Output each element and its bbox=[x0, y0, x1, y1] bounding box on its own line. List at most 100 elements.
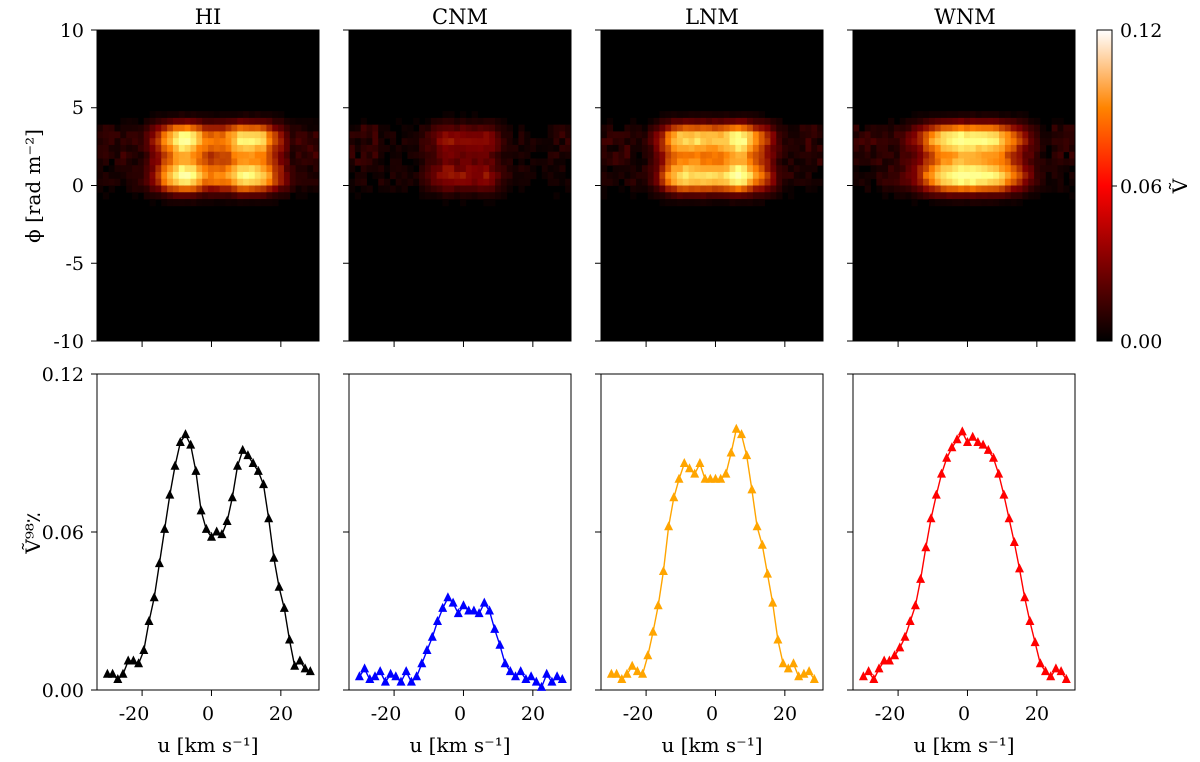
heatmap-cell bbox=[928, 192, 936, 200]
heatmap-cell bbox=[706, 192, 713, 200]
heatmap-cell bbox=[126, 124, 133, 132]
heatmap-cell bbox=[178, 124, 186, 132]
heatmap-cell bbox=[354, 171, 362, 180]
heatmap-cell bbox=[864, 178, 871, 186]
heatmap-cell bbox=[700, 199, 707, 207]
heatmap-cell bbox=[700, 111, 707, 119]
heatmap-cell bbox=[682, 199, 690, 207]
heatmap-cell bbox=[805, 151, 812, 159]
heatmap-cell bbox=[706, 124, 713, 132]
colorbar-label: Ṽ bbox=[1168, 178, 1192, 194]
heatmap-cell bbox=[987, 178, 994, 186]
heatmap-cell bbox=[489, 131, 496, 139]
heatmap-cell bbox=[917, 144, 924, 153]
xtick-labels-lnm: -20 0 20 bbox=[623, 703, 797, 725]
heatmap-cell bbox=[172, 151, 180, 159]
heatmap-cell bbox=[184, 185, 191, 193]
heatmap-cell bbox=[864, 131, 871, 139]
heatmap-cell bbox=[248, 144, 256, 153]
heatmap-cell bbox=[208, 111, 215, 119]
heatmap-cell bbox=[946, 138, 953, 146]
heatmap-cell bbox=[776, 171, 783, 180]
heatmap-cell bbox=[776, 185, 783, 193]
heatmap-cell bbox=[729, 138, 736, 146]
heatmap-cell bbox=[108, 144, 115, 153]
heatmap-cell bbox=[712, 151, 719, 159]
data-point bbox=[978, 439, 988, 449]
heatmap-cell bbox=[483, 199, 490, 207]
heatmap-cells bbox=[97, 111, 320, 207]
heatmap-cell bbox=[706, 138, 713, 146]
heatmap-cell bbox=[665, 111, 672, 119]
heatmap-cell bbox=[1016, 131, 1023, 139]
heatmap-cell bbox=[706, 178, 713, 186]
heatmap-cell bbox=[688, 165, 695, 173]
heatmap-cell bbox=[500, 131, 508, 139]
heatmap-cell bbox=[923, 192, 930, 200]
heatmap-cell bbox=[946, 165, 953, 173]
heatmap-cell bbox=[471, 124, 478, 132]
heatmap-cell bbox=[799, 158, 806, 166]
heatmap-cell bbox=[630, 171, 637, 180]
heatmap-cell bbox=[659, 144, 666, 153]
heatmap-cell bbox=[928, 131, 936, 139]
heatmap-cell bbox=[237, 131, 244, 139]
heatmap-cell bbox=[301, 171, 308, 180]
heatmap-cell bbox=[1016, 171, 1023, 180]
heatmap-cell bbox=[266, 199, 273, 207]
heatmap-cell bbox=[1057, 178, 1064, 186]
heatmap-cell bbox=[688, 185, 695, 193]
heatmap-cell bbox=[254, 151, 261, 159]
heatmap-cell bbox=[1039, 144, 1047, 153]
heatmap-cell bbox=[143, 138, 150, 146]
heatmap-cell bbox=[301, 178, 308, 186]
heatmap-cell bbox=[389, 144, 397, 153]
heatmap-cell bbox=[454, 185, 461, 193]
xtick-label: 0 bbox=[706, 703, 718, 725]
top-ytick-label: 5 bbox=[72, 97, 84, 119]
line-panel-wnm bbox=[852, 373, 1076, 691]
heatmap-cell bbox=[254, 185, 261, 193]
heatmap-cell bbox=[764, 165, 771, 173]
heatmap-cell bbox=[1051, 185, 1058, 193]
heatmap-cell bbox=[940, 171, 947, 180]
heatmap-cell bbox=[1034, 178, 1041, 186]
heatmap-cell bbox=[102, 151, 110, 159]
data-point bbox=[926, 513, 936, 523]
heatmap-cell bbox=[225, 117, 232, 126]
heatmap-cell bbox=[500, 151, 508, 159]
heatmap-cell bbox=[442, 199, 449, 207]
heatmap-cell bbox=[999, 124, 1006, 132]
heatmap-cell bbox=[1028, 158, 1035, 166]
heatmap-cell bbox=[254, 144, 261, 153]
heatmap-cell bbox=[923, 158, 930, 166]
heatmap-cell bbox=[295, 178, 302, 186]
heatmap-cell bbox=[752, 158, 760, 166]
line-series bbox=[354, 592, 567, 691]
heatmap-cell bbox=[682, 178, 690, 186]
heatmap-cell bbox=[700, 171, 707, 180]
heatmap-cell bbox=[120, 138, 127, 146]
heatmap-cell bbox=[934, 138, 942, 146]
heatmap-cell bbox=[366, 131, 373, 139]
heatmap-cell bbox=[676, 138, 684, 146]
heatmap-cell bbox=[436, 117, 443, 126]
heatmap-cell bbox=[360, 138, 367, 146]
heatmap-cell bbox=[694, 124, 701, 132]
heatmap-cell bbox=[729, 124, 736, 132]
heatmap-cell bbox=[981, 165, 988, 173]
heatmap-cell bbox=[366, 185, 373, 193]
data-point bbox=[674, 473, 684, 483]
heatmap-cell bbox=[958, 185, 965, 193]
heatmap-cell bbox=[946, 192, 953, 200]
heatmap-cell bbox=[793, 151, 801, 159]
heatmap-cell bbox=[723, 171, 730, 180]
heatmap-cell bbox=[354, 158, 362, 166]
heatmap-cell bbox=[870, 138, 877, 146]
heatmap-cell bbox=[1022, 171, 1029, 180]
heatmap-cell bbox=[202, 151, 209, 159]
heatmap-cell bbox=[565, 144, 572, 153]
heatmap-cell bbox=[735, 199, 742, 207]
heatmap-cell bbox=[665, 158, 672, 166]
heatmap-cell bbox=[190, 144, 197, 153]
